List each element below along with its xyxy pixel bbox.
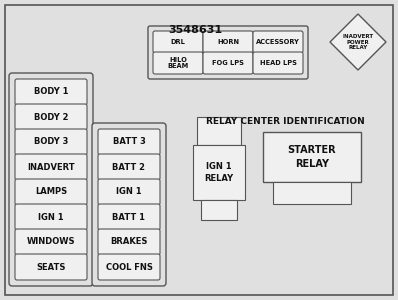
FancyBboxPatch shape: [153, 31, 203, 53]
FancyBboxPatch shape: [98, 204, 160, 230]
Text: STARTER
RELAY: STARTER RELAY: [288, 146, 336, 169]
FancyBboxPatch shape: [203, 31, 253, 53]
FancyBboxPatch shape: [15, 154, 87, 180]
FancyBboxPatch shape: [15, 179, 87, 205]
FancyBboxPatch shape: [153, 52, 203, 74]
Bar: [197, 117, 241, 145]
Text: ACCESSORY: ACCESSORY: [256, 39, 300, 45]
FancyBboxPatch shape: [253, 52, 303, 74]
FancyBboxPatch shape: [98, 129, 160, 155]
Text: IGN 1: IGN 1: [116, 188, 142, 196]
FancyBboxPatch shape: [15, 204, 87, 230]
FancyBboxPatch shape: [98, 229, 160, 255]
FancyBboxPatch shape: [15, 254, 87, 280]
Text: IGN 1: IGN 1: [38, 212, 64, 221]
FancyBboxPatch shape: [203, 52, 253, 74]
Bar: [201, 200, 237, 220]
Text: BATT 3: BATT 3: [113, 137, 145, 146]
FancyBboxPatch shape: [98, 254, 160, 280]
Polygon shape: [330, 14, 386, 70]
Bar: [273, 182, 351, 204]
Text: SEATS: SEATS: [36, 262, 66, 272]
Text: BATT 2: BATT 2: [113, 163, 146, 172]
Bar: [193, 145, 245, 200]
Text: RELAY CENTER IDENTIFICATION: RELAY CENTER IDENTIFICATION: [206, 118, 365, 127]
Text: BODY 3: BODY 3: [34, 137, 68, 146]
Text: HEAD LPS: HEAD LPS: [259, 60, 297, 66]
Text: HILO
BEAM: HILO BEAM: [168, 57, 189, 69]
Text: COOL FNS: COOL FNS: [105, 262, 152, 272]
FancyBboxPatch shape: [98, 154, 160, 180]
FancyBboxPatch shape: [15, 104, 87, 130]
Text: LAMPS: LAMPS: [35, 188, 67, 196]
Text: IGN 1
RELAY: IGN 1 RELAY: [205, 162, 234, 182]
Text: BODY 1: BODY 1: [34, 88, 68, 97]
Text: WINDOWS: WINDOWS: [27, 238, 75, 247]
Text: DRL: DRL: [171, 39, 185, 45]
FancyBboxPatch shape: [15, 129, 87, 155]
Text: BODY 2: BODY 2: [34, 112, 68, 122]
FancyBboxPatch shape: [98, 179, 160, 205]
FancyBboxPatch shape: [253, 31, 303, 53]
Text: BRAKES: BRAKES: [110, 238, 148, 247]
FancyBboxPatch shape: [9, 73, 93, 286]
FancyBboxPatch shape: [15, 79, 87, 105]
Text: 3548631: 3548631: [168, 25, 222, 35]
Text: INADVERT
POWER
RELAY: INADVERT POWER RELAY: [342, 34, 374, 50]
FancyBboxPatch shape: [15, 229, 87, 255]
FancyBboxPatch shape: [92, 123, 166, 286]
Text: INADVERT: INADVERT: [27, 163, 75, 172]
Bar: [263, 132, 361, 182]
Text: BATT 1: BATT 1: [113, 212, 146, 221]
Text: HORN: HORN: [217, 39, 239, 45]
FancyBboxPatch shape: [148, 26, 308, 79]
Text: FOG LPS: FOG LPS: [212, 60, 244, 66]
